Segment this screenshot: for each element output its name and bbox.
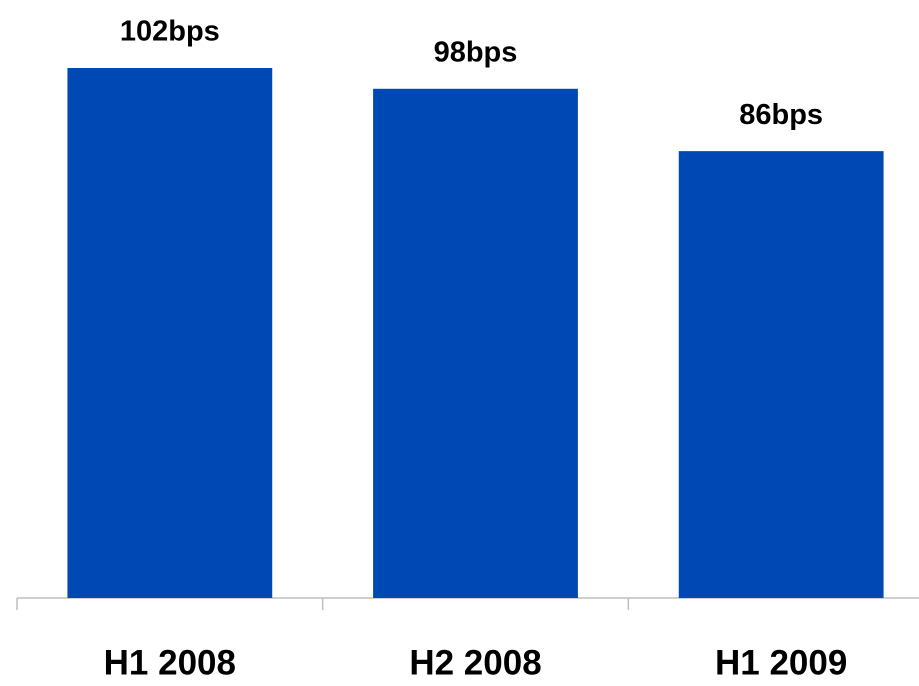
bar <box>373 88 578 599</box>
value-label: 86bps <box>739 99 823 131</box>
x-tick-label: H1 2008 <box>104 643 236 682</box>
bar <box>678 151 884 598</box>
bar <box>67 68 273 598</box>
value-label: 98bps <box>434 36 518 68</box>
x-tick-label: H2 2008 <box>409 643 541 682</box>
x-tick-label: H1 2009 <box>715 643 847 682</box>
value-label: 102bps <box>120 16 220 48</box>
